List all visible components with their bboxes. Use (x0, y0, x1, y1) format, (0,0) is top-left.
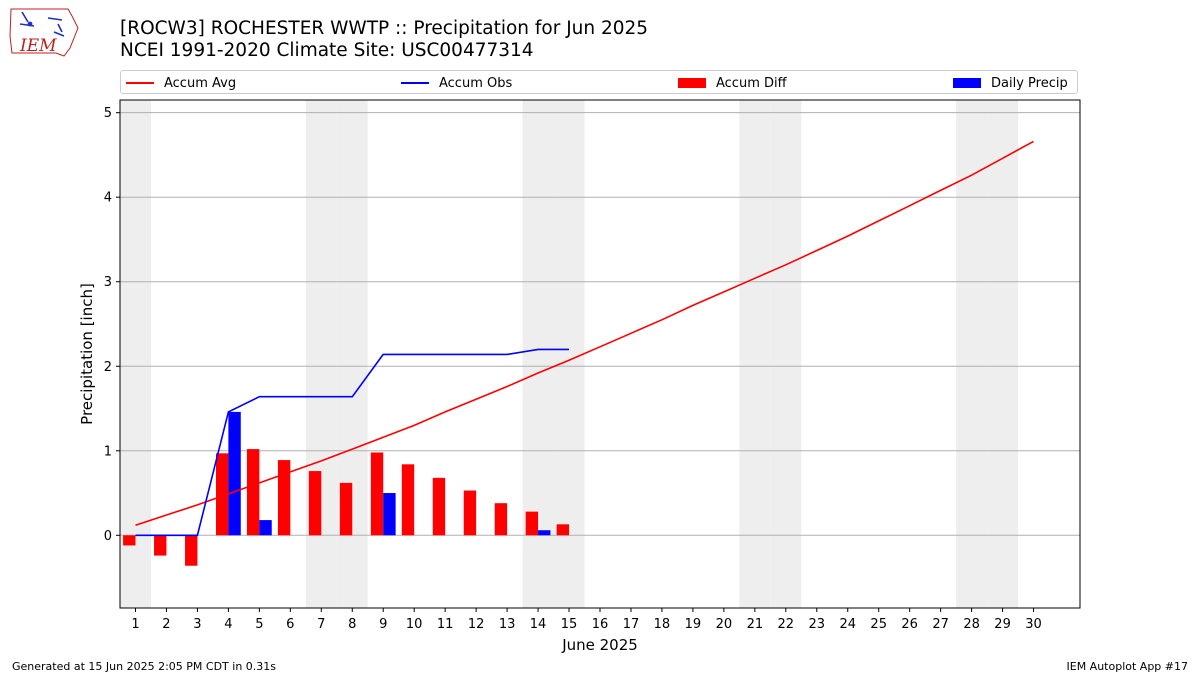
legend-label-daily-precip: Daily Precip (991, 75, 1068, 91)
x-tick-label-18: 18 (654, 617, 671, 632)
weekend-shade-15 (553, 100, 585, 608)
footer-generated: Generated at 15 Jun 2025 2:05 PM CDT in … (12, 660, 277, 673)
x-tick-label-3: 3 (193, 617, 201, 632)
x-tick-label-28: 28 (963, 617, 980, 632)
x-tick-label-1: 1 (131, 617, 139, 632)
x-tick-label-27: 27 (932, 617, 949, 632)
x-tick-label-9: 9 (379, 617, 387, 632)
y-axis-label: Precipitation [inch] (78, 283, 96, 425)
x-tick-label-15: 15 (561, 617, 578, 632)
legend-label-accum-avg: Accum Avg (164, 75, 237, 91)
legend-label-accum-obs: Accum Obs (439, 75, 513, 91)
x-tick-label-12: 12 (468, 617, 485, 632)
weekend-shade-29 (987, 100, 1019, 608)
accum-diff-bar-9 (370, 452, 384, 536)
weekend-shade-22 (770, 100, 802, 608)
y-tick-label-3: 3 (104, 275, 112, 290)
weekend-shade-28 (956, 100, 988, 608)
x-tick-label-4: 4 (224, 617, 232, 632)
accum-diff-bar-6 (277, 460, 291, 536)
accum-diff-bar-12 (463, 490, 477, 536)
accum-diff-bar-10 (401, 464, 415, 536)
x-tick-label-7: 7 (317, 617, 325, 632)
legend-swatch-accum-diff (678, 78, 706, 88)
daily-precip-bar-9 (383, 493, 396, 536)
legend: Accum Avg Accum Obs Accum Diff Daily Pre… (120, 70, 1078, 94)
accum-diff-bar-11 (432, 477, 446, 536)
x-tick-label-17: 17 (623, 617, 640, 632)
daily-precip-bar-4 (228, 411, 241, 536)
x-tick-label-24: 24 (839, 617, 856, 632)
legend-item-accum-avg: Accum Avg (126, 74, 236, 92)
x-tick-label-5: 5 (255, 617, 263, 632)
legend-item-accum-diff: Accum Diff (678, 74, 787, 92)
accum-diff-bar-1 (123, 535, 136, 546)
iem-logo: IEM (9, 8, 79, 57)
accum-avg-line (135, 140, 1034, 526)
legend-swatch-daily-precip (953, 78, 981, 88)
accum-diff-bar-5 (246, 449, 260, 536)
x-tick-label-21: 21 (747, 617, 764, 632)
footer-app: IEM Autoplot App #17 (1066, 660, 1189, 673)
legend-item-accum-obs: Accum Obs (401, 74, 512, 92)
logo-text: IEM (19, 36, 57, 56)
x-tick-label-22: 22 (778, 617, 795, 632)
iowa-outline-icon (9, 8, 79, 57)
legend-item-daily-precip: Daily Precip (953, 74, 1068, 92)
accum-diff-bar-15 (556, 524, 570, 536)
x-tick-label-14: 14 (530, 617, 547, 632)
daily-precip-bar-5 (259, 520, 272, 536)
y-tick-label-5: 5 (104, 106, 112, 121)
y-tick-label-0: 0 (104, 529, 112, 544)
accum-diff-bar-8 (339, 482, 353, 536)
x-tick-label-13: 13 (499, 617, 516, 632)
weekend-shade-1 (120, 100, 151, 608)
x-tick-label-16: 16 (592, 617, 609, 632)
x-tick-label-25: 25 (870, 617, 887, 632)
y-tick-label-1: 1 (104, 444, 112, 459)
legend-label-accum-diff: Accum Diff (716, 75, 787, 91)
accum-diff-bar-4 (216, 453, 229, 536)
x-tick-label-26: 26 (901, 617, 918, 632)
accum-obs-line (135, 348, 569, 537)
chart-title-line1: [ROCW3] ROCHESTER WWTP :: Precipitation … (120, 18, 649, 39)
y-tick-label-4: 4 (104, 191, 112, 206)
weekend-shade-21 (739, 100, 771, 608)
x-tick-label-20: 20 (716, 617, 733, 632)
daily-precip-bar-14 (538, 530, 551, 536)
x-tick-label-8: 8 (348, 617, 356, 632)
chart-title-line2: NCEI 1991-2020 Climate Site: USC00477314 (120, 40, 534, 61)
chart-title: [ROCW3] ROCHESTER WWTP :: Precipitation … (120, 18, 648, 62)
legend-swatch-accum-obs (401, 82, 429, 84)
x-tick-label-23: 23 (809, 617, 826, 632)
accum-diff-bar-14 (525, 511, 539, 536)
x-tick-label-2: 2 (162, 617, 170, 632)
accum-diff-bar-2 (154, 535, 167, 556)
accum-diff-bar-3 (185, 535, 198, 566)
x-tick-label-29: 29 (994, 617, 1011, 632)
x-tick-label-30: 30 (1025, 617, 1042, 632)
x-tick-label-19: 19 (685, 617, 702, 632)
accum-diff-bar-7 (308, 471, 322, 536)
x-tick-label-10: 10 (406, 617, 423, 632)
x-axis-label: June 2025 (561, 636, 638, 654)
accum-diff-bar-13 (494, 503, 508, 536)
x-tick-label-11: 11 (437, 617, 454, 632)
y-tick-label-2: 2 (104, 360, 112, 375)
x-tick-label-6: 6 (286, 617, 294, 632)
legend-swatch-accum-avg (126, 82, 154, 84)
